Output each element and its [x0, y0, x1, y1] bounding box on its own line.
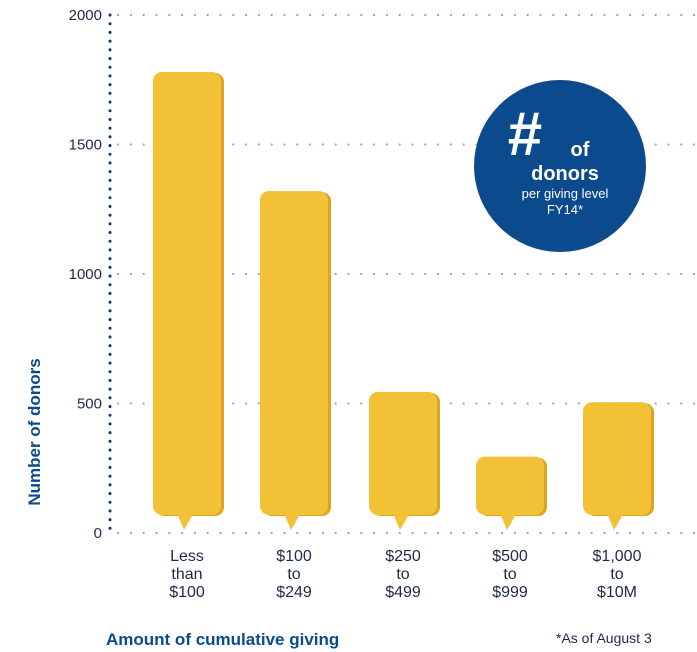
x-tick-label: Less	[170, 548, 204, 565]
badge-circle	[474, 80, 646, 252]
bar	[153, 71, 224, 530]
x-tick-label: $100	[169, 584, 205, 601]
x-tick-labels: Lessthan$100$100to$249$250to$499$500to$9…	[169, 548, 641, 601]
x-tick-label: to	[610, 566, 623, 583]
bar	[583, 402, 654, 530]
footnote: *As of August 3	[556, 630, 652, 646]
bar-tail	[176, 511, 195, 530]
x-tick-label: $499	[385, 584, 421, 601]
x-tick-label: $100	[276, 548, 312, 565]
y-tick-label: 500	[77, 396, 102, 413]
bar-tail	[499, 511, 518, 530]
y-tick-label: 2000	[69, 7, 102, 24]
badge-hash-symbol: #	[508, 100, 542, 169]
bar-body	[369, 391, 437, 515]
y-tick-label: 0	[94, 525, 102, 542]
badge-fy14-text: FY14*	[547, 202, 583, 217]
bar-body	[476, 456, 544, 515]
x-tick-label: $249	[276, 584, 312, 601]
badge-of-text: of	[571, 139, 590, 161]
x-tick-label: to	[396, 566, 409, 583]
bar-body	[153, 71, 221, 515]
x-tick-label: $999	[492, 584, 528, 601]
x-tick-label: $500	[492, 548, 528, 565]
donors-badge: # of donors per giving level FY14*	[474, 80, 646, 252]
bar	[369, 391, 440, 530]
bar	[476, 456, 547, 530]
x-tick-label: to	[503, 566, 516, 583]
bar-body	[583, 402, 651, 515]
badge-donors-text: donors	[531, 163, 599, 185]
bar-tail	[606, 511, 625, 530]
x-tick-label: than	[171, 566, 202, 583]
y-axis: 0 500 1000 1500 2000	[69, 7, 112, 542]
y-tick-label: 1000	[69, 266, 102, 283]
y-tick-label: 1500	[69, 137, 102, 154]
badge-per-giving-level-text: per giving level	[522, 186, 609, 201]
x-tick-label: $10M	[597, 584, 637, 601]
bar	[260, 191, 331, 530]
x-tick-label: to	[287, 566, 300, 583]
x-tick-label: $250	[385, 548, 421, 565]
x-tick-label: $1,000	[593, 548, 642, 565]
bar-tail	[283, 511, 302, 530]
bar-tail	[392, 511, 411, 530]
bars	[153, 71, 654, 530]
x-axis-title: Amount of cumulative giving	[106, 630, 339, 649]
bar-body	[260, 191, 328, 515]
y-axis-title: Number of donors	[25, 358, 44, 505]
